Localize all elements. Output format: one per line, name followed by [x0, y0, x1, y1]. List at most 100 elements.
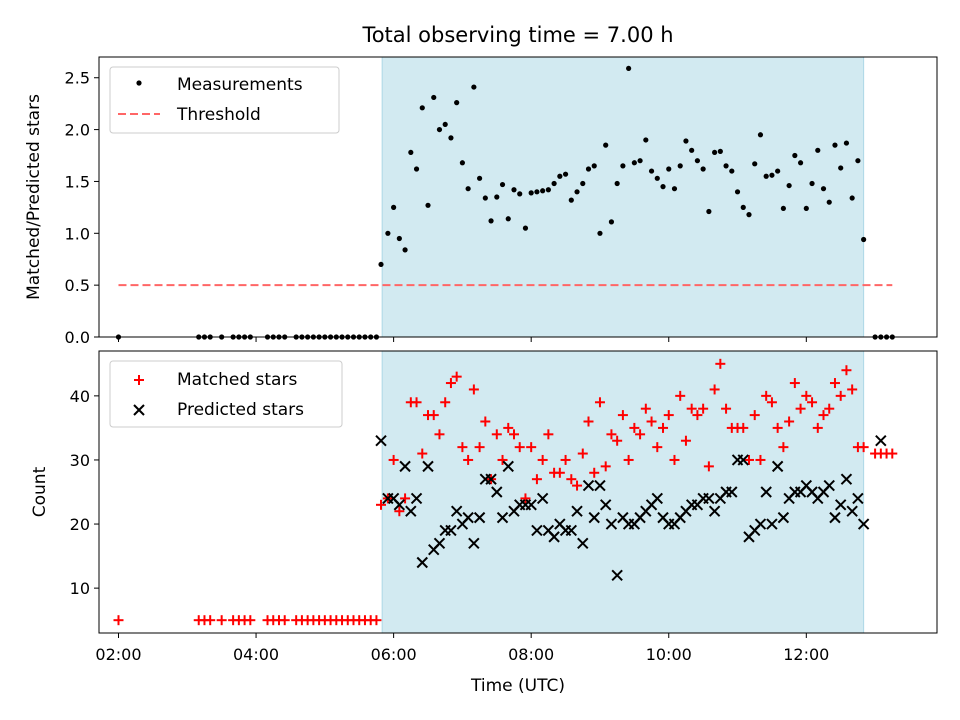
predicted-star-point — [834, 499, 847, 511]
measurement-point — [763, 173, 769, 179]
matched-star-point — [738, 422, 749, 433]
measurement-point — [746, 212, 752, 218]
measurement-point — [465, 186, 471, 192]
matched-star-point — [669, 454, 680, 465]
predicted-star-point — [410, 492, 423, 505]
matched-star-point — [778, 442, 789, 453]
measurement-point — [591, 163, 597, 169]
measurement-point — [545, 187, 551, 193]
matched-star-point — [658, 422, 669, 433]
predicted-star-point — [829, 511, 841, 524]
top-y-axis-label: Matched/Predicted stars — [24, 94, 44, 300]
measurement-point — [608, 219, 615, 225]
matched-star-point — [434, 429, 445, 440]
measurement-point — [597, 230, 603, 236]
top-ytick-label-5: 2.5 — [65, 69, 90, 88]
legend-predicted-marker — [133, 404, 145, 416]
matched-star-point — [577, 448, 588, 459]
matched-star-point — [497, 454, 508, 465]
top-observing-span — [381, 56, 865, 338]
matched-star-point — [531, 474, 542, 485]
matched-star-point — [858, 442, 869, 453]
matched-star-point — [205, 615, 216, 626]
matched-star-point — [216, 615, 227, 626]
matched-star-point — [583, 416, 594, 427]
predicted-star-point — [485, 473, 497, 485]
bottom-ytick-label-3: 40 — [70, 387, 90, 406]
measurement-point — [838, 165, 844, 171]
measurement-point — [471, 84, 477, 90]
legend-matched-marker — [134, 375, 144, 385]
matched-star-point — [824, 403, 835, 414]
matched-star-point — [463, 454, 474, 465]
measurement-point — [683, 138, 689, 144]
matched-star-point — [600, 461, 611, 472]
predicted-star-point — [571, 505, 583, 517]
measurement-point — [528, 190, 534, 196]
xtick-label-5: 12:00 — [783, 645, 829, 664]
xtick-label-0: 02:00 — [95, 645, 141, 664]
measurement-point — [603, 142, 609, 148]
top-panel: 0.0 0.5 1.0 1.5 2.0 2.5 Matched/Predicted sta… — [24, 56, 938, 347]
measurement-point — [391, 204, 397, 210]
matched-star-point — [623, 454, 634, 465]
measurement-point — [648, 168, 655, 174]
matched-star-point — [537, 454, 548, 465]
predicted-star-point — [531, 524, 543, 537]
matched-star-point — [646, 416, 657, 427]
predicted-star-point — [416, 556, 428, 569]
matched-star-point — [818, 410, 829, 421]
measurement-point — [585, 166, 592, 172]
measurement-point — [522, 225, 529, 231]
predicted-star-point — [536, 492, 549, 505]
legend-matched-label: Matched stars — [177, 370, 297, 390]
predicted-star-point — [708, 505, 721, 517]
measurement-point — [792, 152, 798, 159]
measurement-point — [425, 202, 431, 208]
measurement-point — [815, 147, 821, 153]
measurement-point — [517, 191, 523, 197]
measurement-point — [436, 126, 443, 133]
measurement-point — [843, 140, 850, 146]
measurement-point — [419, 105, 425, 111]
measurement-point — [700, 166, 706, 172]
measurement-point — [408, 149, 414, 156]
xtick-label-3: 08:00 — [508, 645, 554, 664]
x-axis-label: Time (UTC) — [470, 676, 565, 696]
top-ytick-label-0: 0.0 — [65, 328, 90, 347]
matched-star-point — [480, 416, 491, 427]
measurement-point — [797, 160, 804, 166]
matched-star-point — [887, 448, 898, 459]
measurement-point — [557, 173, 563, 179]
measurement-point — [626, 65, 632, 72]
predicted-star-point — [525, 499, 537, 511]
measurement-point — [849, 195, 855, 201]
matched-star-point — [445, 378, 456, 389]
predicted-star-point — [852, 492, 864, 505]
measurement-point — [775, 168, 781, 174]
measurement-point — [740, 204, 746, 210]
matched-star-point — [766, 397, 777, 408]
predicted-star-point — [473, 511, 486, 524]
bottom-legend: Matched stars Predicted stars — [109, 360, 343, 428]
matched-star-point — [835, 390, 846, 401]
measurement-point — [431, 94, 437, 101]
measurement-point — [637, 158, 643, 164]
matched-star-point — [663, 410, 674, 421]
measurement-point — [448, 135, 454, 141]
matched-star-point — [572, 480, 583, 491]
predicted-star-point — [565, 524, 578, 537]
measurement-point — [803, 205, 809, 212]
predicted-star-point — [462, 511, 474, 524]
xtick-label-2: 06:00 — [371, 645, 417, 664]
predicted-star-point — [777, 511, 790, 524]
measurement-point — [706, 208, 712, 215]
measurement-point — [505, 216, 511, 222]
measurement-point — [723, 163, 729, 169]
measurement-point — [442, 121, 448, 128]
matched-star-point — [772, 422, 783, 433]
predicted-star-point — [605, 518, 618, 530]
predicted-star-point — [582, 479, 595, 492]
measurement-point — [809, 180, 815, 187]
matched-star-point — [612, 435, 623, 446]
